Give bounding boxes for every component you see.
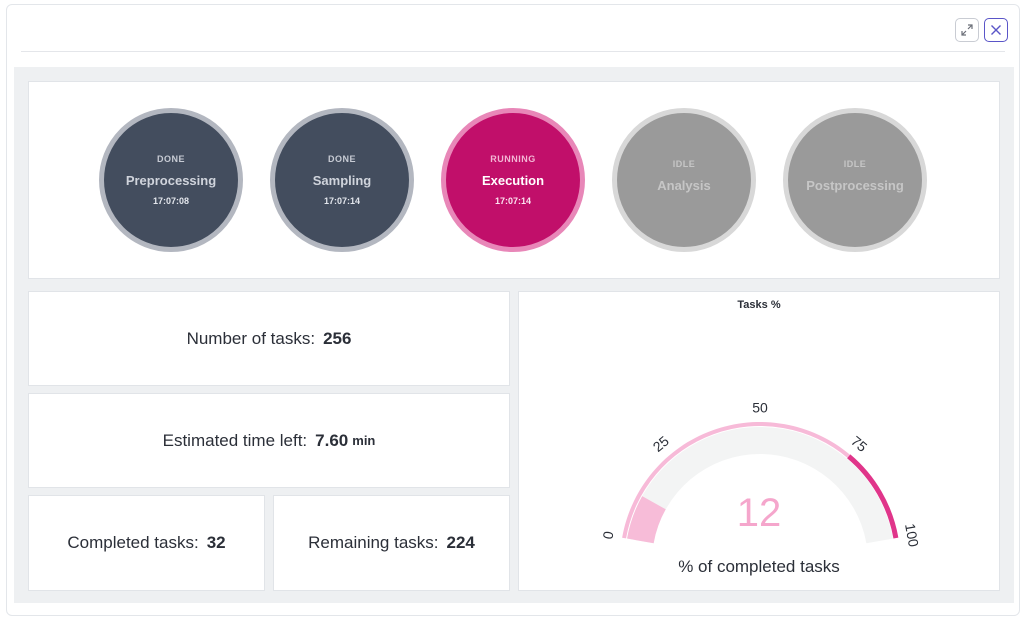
completed-tasks-card: Completed tasks: 32 (28, 495, 265, 591)
gauge-band-light (622, 422, 850, 539)
stage-time: 17:07:14 (494, 196, 532, 206)
gauge-caption: % of completed tasks (678, 557, 840, 576)
stage-preprocessing[interactable]: DONE Preprocessing 17:07:08 (99, 108, 243, 252)
stage-status: RUNNING (490, 154, 536, 164)
gauge-value-fill (627, 496, 666, 544)
remaining-tasks-value: 224 (446, 533, 475, 552)
gauge-tick-label: 75 (848, 433, 870, 455)
gauge-tick-label: 0 (599, 530, 616, 541)
gauge-band-dark (847, 454, 899, 539)
stage-name: Analysis (657, 178, 711, 193)
time-left-label: Estimated time left: (162, 430, 308, 450)
gauge-value: 12 (737, 491, 782, 535)
number-of-tasks-value: 256 (323, 328, 352, 348)
completed-tasks-value: 32 (206, 533, 226, 552)
remaining-tasks-card: Remaining tasks: 224 (273, 495, 510, 591)
gauge-track (627, 427, 893, 544)
stage-status: IDLE (672, 159, 696, 169)
gauge-tick-label: 100 (902, 522, 922, 548)
expand-icon (961, 24, 973, 36)
gauge-tick-label: 25 (650, 433, 672, 455)
header-divider (21, 51, 1005, 52)
stage-name: Postprocessing (806, 178, 904, 193)
close-icon (991, 25, 1001, 35)
stage-status: IDLE (843, 159, 867, 169)
stage-time: 17:07:08 (152, 196, 190, 206)
close-button[interactable] (984, 18, 1008, 42)
tasks-percent-gauge-card: Tasks % 0 25 50 75 100 12 % of completed tas… (518, 291, 1000, 591)
remaining-tasks-label: Remaining tasks: (308, 533, 439, 552)
pipeline-stages-panel: DONE Preprocessing 17:07:08 DONE Samplin… (28, 81, 1000, 279)
stage-status: DONE (156, 154, 185, 164)
number-of-tasks-label: Number of tasks: (186, 328, 316, 348)
expand-button[interactable] (955, 18, 979, 42)
number-of-tasks-card: Number of tasks: 256 (28, 291, 510, 386)
gauge-title: Tasks % (737, 299, 781, 311)
time-left-value: 7.60 (315, 430, 349, 450)
gauge-tick-label: 50 (752, 400, 768, 416)
time-left-card: Estimated time left: 7.60 min (28, 393, 510, 488)
stage-name: Preprocessing (125, 173, 217, 188)
stage-status: DONE (327, 154, 356, 164)
dashboard-window: DONE Preprocessing 17:07:08 DONE Samplin… (6, 4, 1020, 616)
stage-name: Sampling (312, 173, 372, 188)
stage-postprocessing[interactable]: IDLE Postprocessing (783, 108, 927, 252)
time-left-unit: min (352, 433, 376, 448)
dashboard-content: DONE Preprocessing 17:07:08 DONE Samplin… (14, 67, 1014, 603)
tasks-gauge: 0 25 50 75 100 12 % of completed tasks (599, 400, 922, 576)
stage-execution[interactable]: RUNNING Execution 17:07:14 (441, 108, 585, 252)
stage-time: 17:07:14 (323, 196, 361, 206)
stage-analysis[interactable]: IDLE Analysis (612, 108, 756, 252)
stage-name: Execution (481, 173, 545, 188)
completed-tasks-label: Completed tasks: (67, 533, 199, 552)
stage-sampling[interactable]: DONE Sampling 17:07:14 (270, 108, 414, 252)
